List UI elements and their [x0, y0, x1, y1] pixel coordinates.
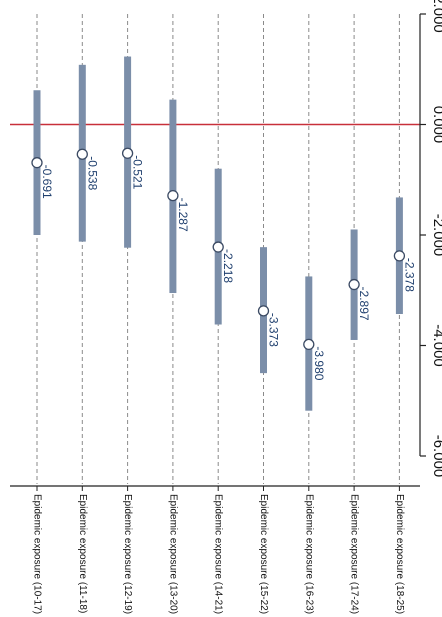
category-label: Epidemic exposure (15-22) — [258, 494, 269, 614]
estimate-marker — [212, 241, 224, 253]
category-label: Epidemic exposure (11-18) — [77, 494, 88, 613]
value-label: -0.691 — [40, 165, 54, 199]
tick-label: 2.000 — [430, 0, 442, 33]
category-label: Epidemic exposure (12-19) — [122, 494, 133, 614]
category-labels: Epidemic exposure (10-17) Epidemic exposu… — [32, 486, 405, 614]
value-label: -0.538 — [85, 156, 99, 190]
value-label: -2.378 — [402, 258, 416, 292]
value-label: -0.521 — [131, 155, 145, 189]
point-estimates — [31, 147, 406, 351]
estimate-marker — [303, 338, 315, 351]
value-label: -3.373 — [267, 313, 281, 347]
tick-label: -4.000 — [430, 324, 442, 367]
category-label: Epidemic exposure (17-24) — [349, 494, 360, 614]
estimate-marker — [31, 157, 43, 169]
value-label: -2.218 — [221, 249, 235, 283]
value-labels: -0.691 -0.538 -0.521 -1.287 -2.218 -3.373 -3.9… — [40, 155, 416, 380]
tick-label: -2.000 — [430, 214, 442, 257]
estimate-marker — [257, 305, 270, 317]
category-label: Epidemic exposure (10-17) — [32, 494, 43, 614]
estimate-marker — [121, 147, 134, 159]
estimate-marker — [393, 250, 406, 262]
tick-label: -6.000 — [430, 435, 442, 478]
value-axis-ticks: 2.000 0.000 -2.000 -4.000 -6.000 — [420, 0, 442, 477]
category-label: Epidemic exposure (14-21) — [213, 494, 224, 614]
tick-label: 0.000 — [430, 106, 442, 144]
estimate-marker — [348, 278, 360, 291]
estimate-marker — [76, 148, 88, 160]
value-label: -2.897 — [357, 287, 371, 321]
category-label: Epidemic exposure (18-25) — [394, 494, 405, 614]
value-label: -3.980 — [312, 346, 326, 380]
estimate-marker — [167, 189, 179, 202]
category-label: Epidemic exposure (13-20) — [167, 494, 178, 614]
category-label: Epidemic exposure (16-23) — [303, 494, 314, 614]
value-label: -1.287 — [176, 198, 190, 232]
